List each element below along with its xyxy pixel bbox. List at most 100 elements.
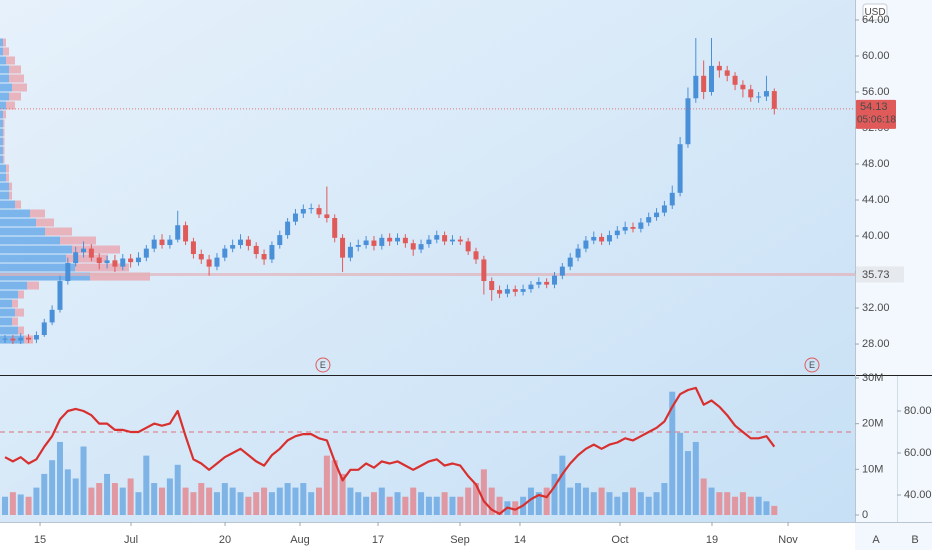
y-tick-label: 40.00 [862, 230, 890, 242]
candle-body [300, 209, 306, 214]
volume-bar [174, 464, 181, 516]
volume-bar [716, 492, 723, 516]
volume-bar [582, 487, 589, 516]
profile-up [0, 227, 45, 236]
currency-box[interactable] [862, 3, 888, 21]
volume-bar [96, 483, 103, 516]
x-tick-label: 15 [34, 534, 46, 546]
candle-body [677, 144, 683, 193]
profile-up [0, 263, 75, 272]
profile-up [0, 56, 6, 65]
profile-down [6, 164, 9, 173]
candle-body [253, 245, 259, 255]
volume-bar [166, 478, 173, 516]
volume-bar [25, 496, 32, 516]
profile-up [0, 173, 6, 182]
candle-body [701, 75, 707, 92]
profile-up [0, 209, 30, 218]
candle-body [112, 260, 118, 267]
profile-up [0, 146, 3, 155]
profile-down [6, 56, 15, 65]
x-tick-label: Nov [778, 534, 798, 546]
candle-body [26, 337, 32, 340]
profile-up [0, 245, 72, 254]
candle-body [10, 338, 16, 341]
candle-body [661, 205, 667, 213]
profile-up [0, 191, 9, 200]
volume-bar [292, 487, 299, 516]
volume-bar [370, 492, 377, 516]
candle-body [183, 225, 189, 242]
volume-bar [237, 492, 244, 516]
profile-up [0, 326, 18, 335]
volume-bar [425, 496, 432, 516]
volume-bar [316, 487, 323, 516]
volume-bar [669, 391, 676, 516]
volume-bar [590, 492, 597, 516]
volume-bar [637, 492, 644, 516]
volume-bar [739, 492, 746, 516]
profile-up [0, 200, 15, 209]
volume-bar [378, 487, 385, 516]
volume-bar [527, 487, 534, 516]
candle-body [308, 208, 314, 210]
profile-down [90, 272, 150, 281]
profile-down [9, 65, 21, 74]
candle-body [528, 284, 534, 290]
candle-body [402, 237, 408, 244]
candle-body [434, 235, 440, 240]
profile-down [66, 254, 108, 263]
candle-body [559, 266, 565, 276]
profile-down [12, 83, 27, 92]
candle-body [96, 257, 102, 264]
profile-up [0, 236, 60, 245]
profile-up [0, 128, 3, 137]
currency[interactable]: USD [864, 7, 885, 18]
volume-bar [488, 487, 495, 516]
candle-body [245, 239, 251, 246]
event-marker[interactable] [315, 357, 331, 373]
volume-bar [653, 492, 660, 516]
volume-bar [630, 487, 637, 516]
profile-down [72, 245, 120, 254]
volume-bar [253, 492, 260, 516]
candle-body [575, 248, 581, 258]
candle-body [418, 244, 424, 250]
volume-bar [465, 487, 472, 516]
volume-bar [480, 469, 487, 516]
candle-body [151, 239, 157, 249]
candle-body [709, 65, 715, 92]
volume-bar [394, 492, 401, 516]
candle-body [669, 192, 675, 206]
profile-down [3, 38, 6, 47]
volume-bar [355, 492, 362, 516]
volume-tick-label: 10M [862, 463, 883, 475]
x-tick-label: Sep [450, 534, 470, 546]
candle-body [693, 75, 699, 99]
volume-bar [276, 487, 283, 516]
rsi-tick-label: 40.00 [904, 489, 932, 501]
volume-bar [755, 496, 762, 516]
rsi-line [4, 386, 776, 516]
profile-down [3, 146, 5, 155]
event-marker[interactable] [804, 357, 820, 373]
candle-body [606, 235, 612, 242]
y-tick-label: 56.00 [862, 86, 890, 98]
volume-bar [708, 487, 715, 516]
candle-body [426, 239, 432, 245]
profile-up [0, 272, 90, 281]
volume-bar [551, 473, 558, 516]
candle-body [104, 260, 110, 264]
volume-bar [111, 483, 118, 516]
profile-up [0, 281, 27, 290]
axis-button[interactable]: B [911, 534, 918, 546]
axis-button[interactable]: A [872, 534, 880, 546]
volume-bar [229, 487, 236, 516]
profile-up [0, 83, 12, 92]
candle-body [395, 237, 401, 242]
candle-body [143, 248, 149, 258]
candle-body [497, 290, 503, 294]
event-label[interactable]: E [809, 360, 815, 370]
event-label[interactable]: E [320, 360, 326, 370]
candle-body [57, 281, 63, 310]
